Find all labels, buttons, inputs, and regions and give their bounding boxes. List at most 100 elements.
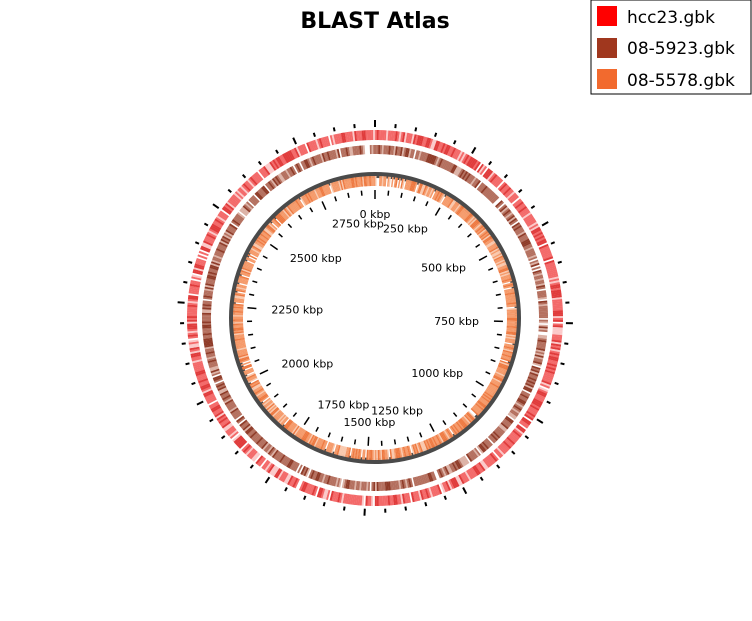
track-segment — [307, 484, 314, 495]
track-segment — [481, 441, 490, 450]
track-segment — [197, 254, 208, 260]
track-segment — [537, 295, 547, 299]
track-segment — [239, 209, 248, 217]
track-segment — [263, 228, 273, 237]
track-segment — [545, 367, 556, 373]
inner-tick — [315, 426, 319, 432]
track-segment — [500, 356, 511, 361]
track-segment — [367, 130, 370, 141]
track-segment — [487, 385, 498, 392]
track-segment — [487, 192, 496, 201]
track-segment — [456, 475, 463, 486]
track-segment — [283, 418, 292, 428]
track-segment — [236, 286, 247, 291]
track-segment — [460, 457, 467, 466]
track-segment — [479, 231, 489, 239]
track-segment — [187, 298, 198, 302]
track-segment — [495, 259, 505, 265]
track-segment — [190, 280, 201, 284]
track-segment — [214, 218, 225, 226]
track-segment — [288, 204, 296, 214]
track-segment — [427, 472, 432, 483]
track-segment — [348, 131, 352, 142]
outer-tick-ring — [177, 120, 573, 516]
track-segment — [537, 339, 547, 343]
track-segment — [492, 252, 502, 259]
track-segment — [518, 234, 528, 240]
track-segment — [288, 149, 296, 160]
legend-label-hcc23: hcc23.gbk — [627, 8, 715, 28]
track-segment — [506, 436, 516, 445]
track-segment — [236, 285, 247, 289]
track-segment — [403, 132, 408, 143]
outer-tick — [414, 127, 418, 132]
track-segment — [458, 151, 465, 162]
track-segment — [493, 449, 502, 459]
track-segment — [309, 140, 316, 152]
track-segment — [453, 165, 460, 175]
track-segment — [202, 388, 213, 394]
track-segment — [287, 150, 294, 161]
track-segment — [441, 195, 448, 205]
track-segment — [492, 254, 503, 260]
track-segment — [272, 219, 281, 228]
track-segment — [264, 400, 274, 409]
track-segment — [242, 265, 253, 271]
track-segment — [404, 446, 408, 457]
track-segment — [210, 224, 221, 232]
track-segment — [405, 446, 410, 457]
track-segment — [428, 438, 434, 448]
track-segment — [504, 292, 515, 296]
track-segment — [524, 215, 534, 223]
track-segment — [211, 223, 222, 231]
track-segment — [238, 278, 249, 283]
track-segment — [532, 271, 543, 276]
track-segment — [430, 471, 436, 481]
track-segment — [534, 279, 545, 284]
track-segment — [534, 355, 544, 360]
outer-tick — [557, 260, 562, 264]
track-segment — [290, 476, 297, 487]
track-segment — [188, 339, 199, 343]
track-segment — [326, 475, 331, 485]
track-segment — [320, 439, 326, 450]
track-segment — [503, 210, 512, 218]
track-segment — [420, 184, 426, 195]
track-segment — [236, 283, 247, 288]
track-segment — [356, 177, 360, 188]
track-segment — [477, 228, 487, 237]
track-segment — [269, 465, 277, 475]
track-segment — [439, 193, 446, 204]
outer-tick — [562, 280, 567, 284]
track-segment — [515, 229, 525, 236]
track-segment — [443, 144, 450, 155]
track-segment — [298, 429, 306, 439]
track-segment — [408, 148, 412, 158]
track-segment — [462, 154, 470, 165]
track-segment — [399, 146, 404, 157]
track-segment — [460, 210, 469, 219]
track-segment — [300, 161, 306, 171]
track-segment — [234, 191, 244, 200]
track-segment — [187, 310, 198, 313]
track-segment — [441, 467, 447, 477]
track-segment — [488, 245, 498, 252]
track-segment — [335, 181, 340, 192]
track-segment — [491, 378, 502, 385]
track-segment — [260, 232, 270, 240]
track-segment — [550, 283, 561, 288]
track-segment — [497, 426, 506, 434]
track-segment — [243, 445, 253, 455]
track-segment — [519, 235, 528, 242]
track-segment — [419, 151, 424, 161]
track-segment — [538, 305, 548, 309]
track-segment — [237, 416, 246, 424]
track-segment — [203, 341, 213, 345]
track-segment — [480, 442, 488, 451]
track-segment — [200, 384, 211, 391]
track-segment — [417, 490, 423, 501]
track-segment — [290, 149, 297, 159]
track-segment — [324, 489, 329, 500]
track-segment — [418, 183, 424, 194]
track-segment — [271, 449, 279, 458]
